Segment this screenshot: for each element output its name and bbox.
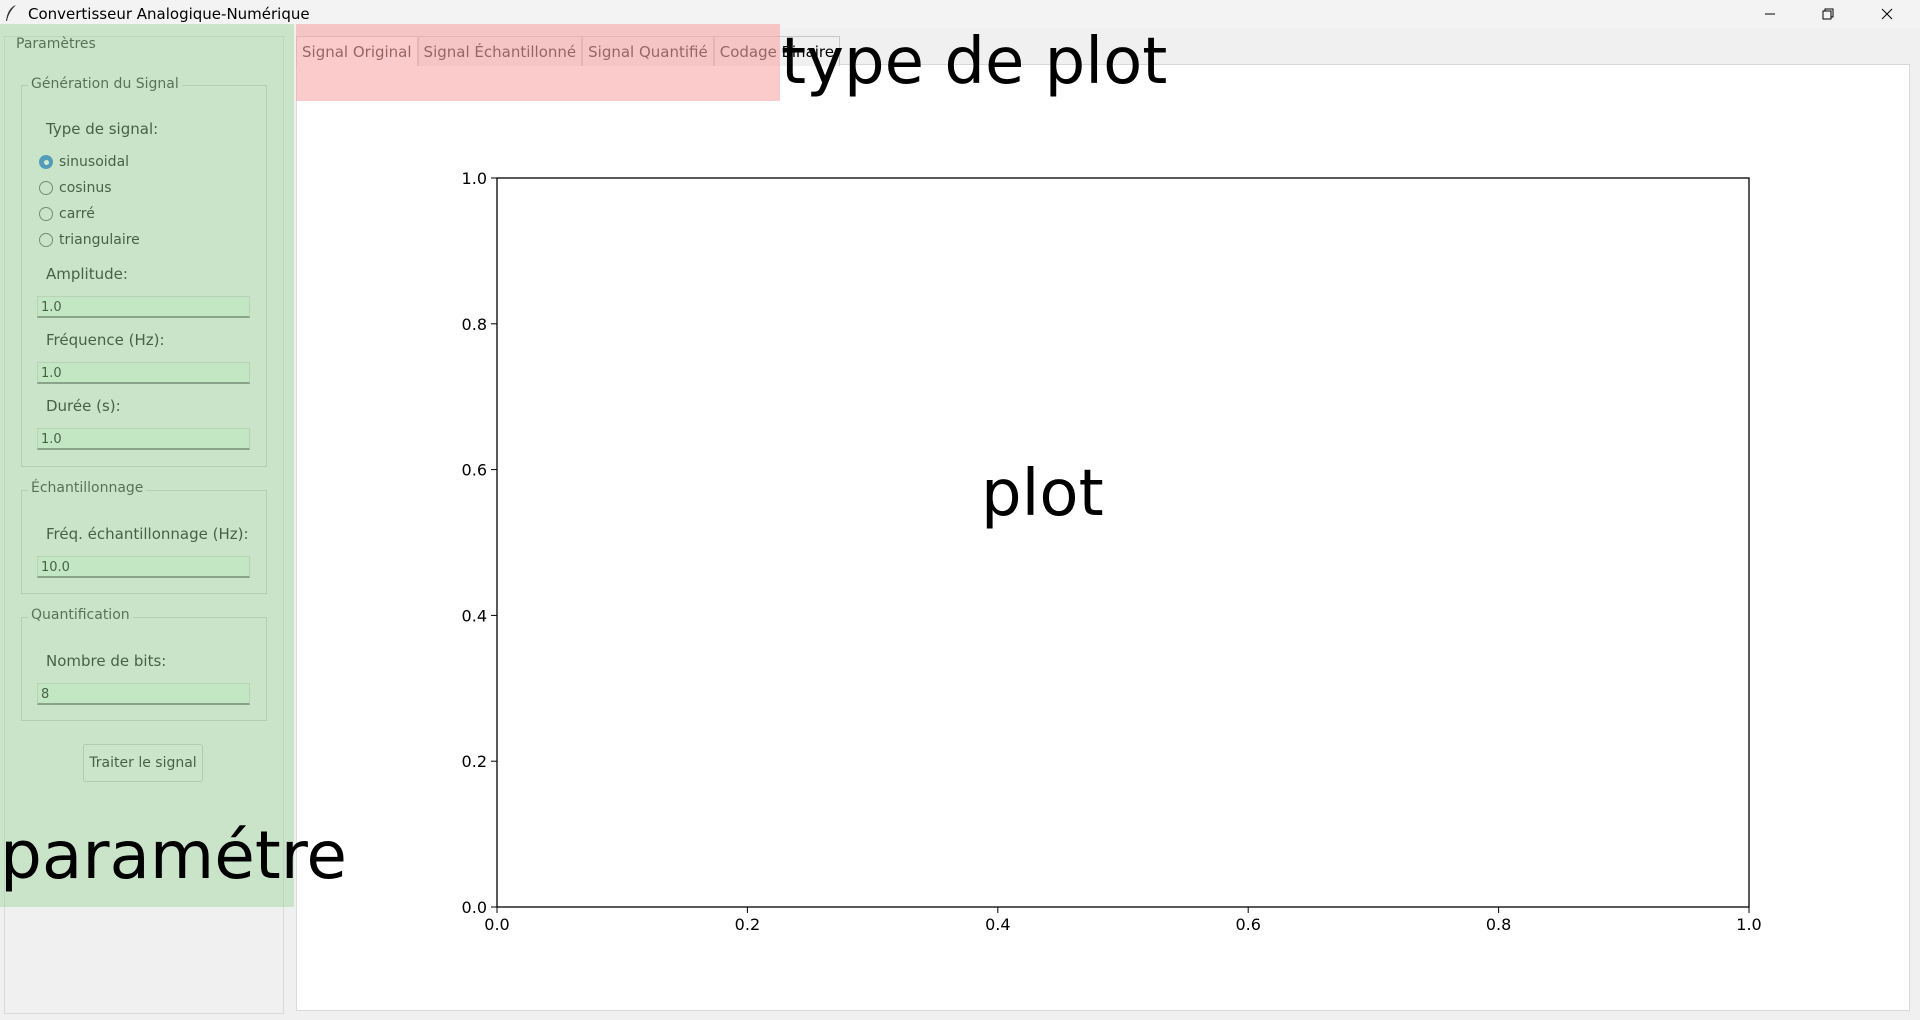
plot-notebook (296, 64, 1910, 1011)
close-icon (1881, 8, 1893, 20)
bits-label: Nombre de bits: (46, 652, 167, 670)
radio-label: sinusoidal (59, 154, 130, 170)
amplitude-input[interactable]: 1.0 (37, 296, 250, 318)
radio-cosinus[interactable]: cosinus (39, 180, 112, 196)
x-tick-label: 1.0 (1736, 915, 1761, 934)
frequency-label: Fréquence (Hz): (46, 331, 165, 349)
radio-label: carré (59, 206, 95, 222)
x-tick-label: 0.2 (735, 915, 760, 934)
radio-sinusoidal[interactable]: sinusoidal (39, 154, 129, 170)
x-tick-label: 0.0 (484, 915, 509, 934)
duration-input[interactable]: 1.0 (37, 428, 250, 450)
tab-signal-original[interactable]: Signal Original (296, 36, 418, 66)
plot-axes (496, 177, 1750, 908)
amplitude-label: Amplitude: (46, 265, 128, 283)
quantization-group (21, 617, 267, 721)
params-annotation: paramétre (0, 817, 347, 894)
frequency-input[interactable]: 1.0 (37, 362, 250, 384)
radio-unselected-icon (39, 207, 53, 221)
minimize-icon (1765, 13, 1775, 15)
sampling-group-title: Échantillonnage (28, 480, 147, 496)
quantization-group-title: Quantification (28, 607, 133, 623)
x-tick-label: 0.8 (1486, 915, 1511, 934)
restore-icon (1822, 8, 1834, 20)
minimize-button[interactable] (1741, 0, 1799, 28)
radio-carre[interactable]: carré (39, 206, 95, 222)
tab-signal-quantifie[interactable]: Signal Quantifié (582, 36, 714, 66)
signal-type-label: Type de signal: (46, 120, 159, 138)
title-bar: Convertisseur Analogique-Numérique (0, 0, 1920, 28)
radio-unselected-icon (39, 181, 53, 195)
x-tick-label: 0.6 (1235, 915, 1260, 934)
plot-tabs: Signal Original Signal Échantillonné Sig… (296, 36, 840, 66)
generation-group-title: Génération du Signal (28, 76, 182, 92)
bits-input[interactable]: 8 (37, 683, 250, 705)
x-tick-label: 0.4 (985, 915, 1010, 934)
parameters-frame (4, 36, 284, 1014)
y-tick-label: 0.2 (462, 752, 487, 771)
parameters-frame-title: Paramètres (16, 36, 96, 52)
feather-app-icon (6, 5, 16, 21)
y-tick-label: 0.6 (462, 461, 487, 480)
radio-selected-icon (39, 155, 53, 169)
close-button[interactable] (1858, 0, 1916, 28)
restore-button[interactable] (1799, 0, 1857, 28)
tabs-annotation: type de plot (781, 25, 1168, 99)
signal-plot: 0.0 0.2 0.4 0.6 0.8 1.0 0.0 0.2 0.4 0.6 0.8 1.0 (462, 169, 1762, 934)
sampling-freq-input[interactable]: 10.0 (37, 556, 250, 578)
duration-label: Durée (s): (46, 397, 121, 415)
y-tick-label: 0.0 (462, 898, 487, 917)
tab-signal-echantillonne[interactable]: Signal Échantillonné (417, 36, 583, 66)
y-tick-label: 0.4 (462, 606, 487, 625)
radio-label: cosinus (59, 180, 112, 196)
plot-annotation: plot (981, 457, 1104, 531)
window-title: Convertisseur Analogique-Numérique (28, 5, 310, 23)
sampling-freq-label: Fréq. échantillonnage (Hz): (46, 525, 249, 543)
radio-label: triangulaire (59, 232, 140, 248)
y-tick-label: 0.8 (462, 315, 487, 334)
y-tick-label: 1.0 (462, 169, 487, 188)
process-signal-button[interactable]: Traiter le signal (83, 744, 203, 782)
radio-unselected-icon (39, 233, 53, 247)
radio-triangulaire[interactable]: triangulaire (39, 232, 140, 248)
